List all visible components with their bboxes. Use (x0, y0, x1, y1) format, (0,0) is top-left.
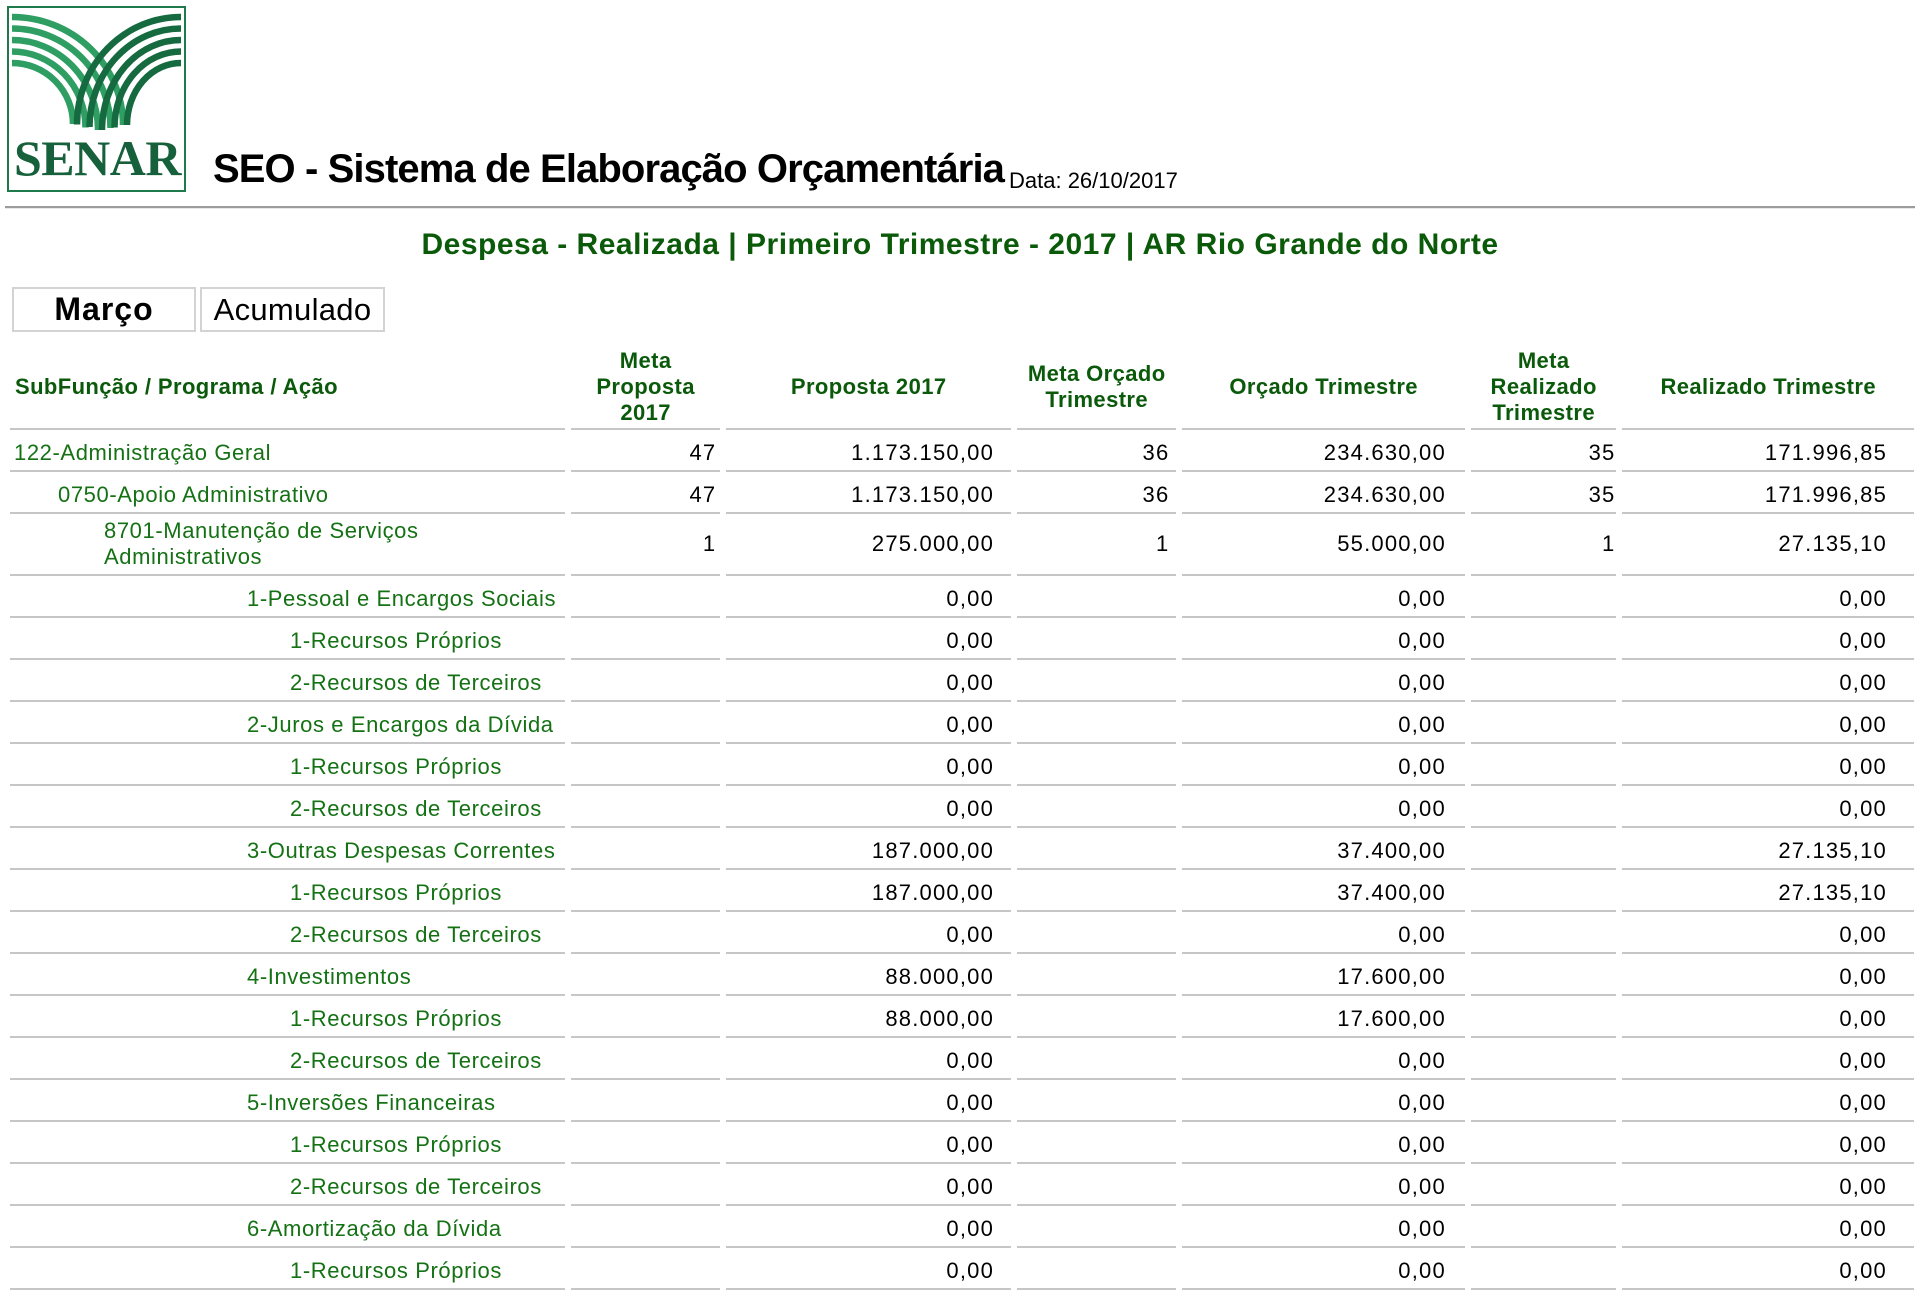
svg-text:SENAR: SENAR (14, 130, 182, 186)
